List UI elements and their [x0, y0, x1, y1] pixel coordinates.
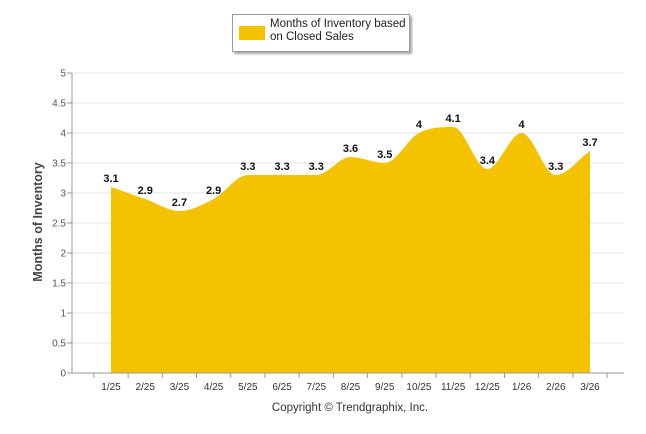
y-tick-label: 1 [60, 309, 66, 320]
y-axis-ticks: 0 0.5 1 1.5 2 2.5 3 3.5 4 4.5 5 [52, 69, 72, 380]
data-label: 4.1 [445, 113, 460, 125]
data-labels: 3.1 2.9 2.7 2.9 3.3 3.3 3.3 3.6 3.5 4 4.1 3.4 4 3.3 3.… [103, 113, 597, 209]
x-tick-label: 2/26 [546, 382, 566, 393]
y-tick-label: 0 [60, 369, 66, 380]
x-tick-label: 6/25 [272, 382, 292, 393]
data-label: 3.3 [240, 161, 255, 173]
data-label: 3.1 [103, 173, 118, 185]
data-label: 3.5 [377, 149, 392, 161]
data-label: 3.3 [274, 161, 289, 173]
data-label: 4 [519, 119, 526, 131]
y-tick-label: 3.5 [52, 159, 66, 170]
data-label: 3.7 [582, 137, 597, 149]
x-tick-label: 1/25 [101, 382, 121, 393]
x-axis-ticks: 1/25 2/25 3/25 4/25 5/25 6/25 7/25 8/25 9/25 10/2… [93, 373, 608, 393]
y-tick-label: 3 [60, 189, 66, 200]
data-label: 3.3 [548, 161, 563, 173]
x-tick-label: 7/25 [307, 382, 327, 393]
data-label: 2.9 [138, 185, 153, 197]
y-tick-label: 0.5 [52, 339, 66, 350]
x-tick-label: 9/25 [375, 382, 395, 393]
x-tick-label: 11/25 [441, 382, 466, 393]
axes [71, 73, 624, 374]
x-tick-label: 3/25 [170, 382, 190, 393]
y-tick-label: 1.5 [52, 279, 66, 290]
copyright-text: Copyright © Trendgraphix, Inc. [271, 402, 429, 414]
data-label: 4 [416, 119, 423, 131]
y-tick-label: 2.5 [52, 219, 66, 230]
area-series [111, 127, 590, 373]
x-tick-label: 2/25 [135, 382, 155, 393]
data-label: 3.6 [343, 143, 358, 155]
x-tick-label: 10/25 [406, 382, 431, 393]
data-label: 3.4 [480, 155, 496, 167]
x-tick-label: 12/25 [475, 382, 500, 393]
legend-label: Months of Inventory based on Closed Sale… [270, 18, 406, 43]
x-tick-label: 4/25 [204, 382, 224, 393]
data-label: 2.7 [172, 197, 187, 209]
legend-swatch [239, 26, 265, 40]
y-tick-label: 5 [60, 69, 66, 80]
x-tick-label: 5/25 [238, 382, 258, 393]
y-tick-label: 4 [60, 129, 66, 140]
y-tick-label: 2 [60, 249, 66, 260]
data-label: 3.3 [309, 161, 324, 173]
x-tick-label: 8/25 [341, 382, 361, 393]
data-label: 2.9 [206, 185, 221, 197]
y-axis-label: Months of Inventory [31, 162, 45, 281]
x-tick-label: 3/26 [580, 382, 600, 393]
y-tick-label: 4.5 [52, 99, 66, 110]
x-tick-label: 1/26 [512, 382, 532, 393]
legend: Months of Inventory based on Closed Sale… [232, 14, 410, 52]
